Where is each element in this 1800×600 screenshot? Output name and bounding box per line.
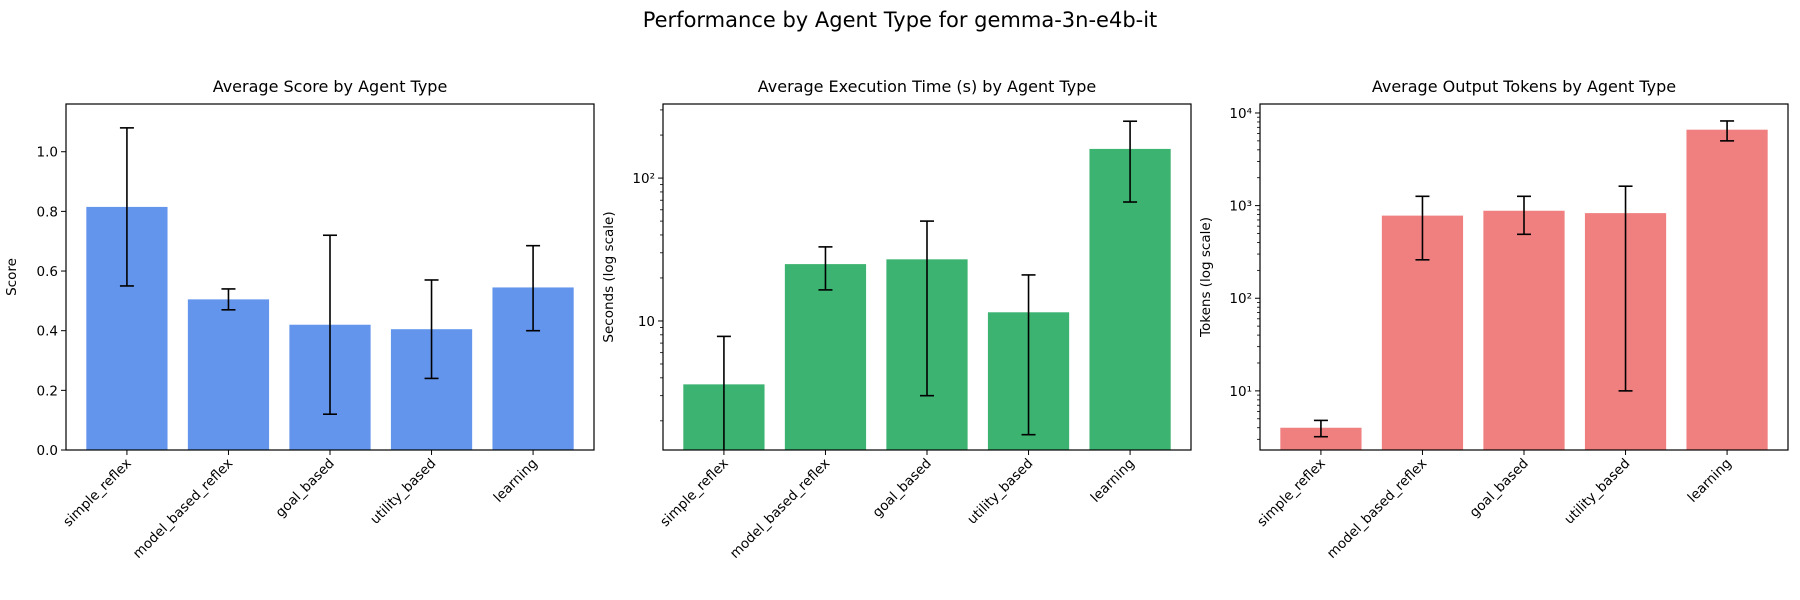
bar-model_based_reflex <box>187 299 270 450</box>
x-tick-label-learning: learning <box>1088 456 1138 506</box>
y-tick-label: 10² <box>632 171 655 187</box>
x-tick-label-simple_reflex: simple_reflex <box>60 456 135 531</box>
x-tick-label-model_based_reflex: model_based_reflex <box>727 456 833 562</box>
bar-learning <box>1686 129 1768 450</box>
x-tick-label-goal_based: goal_based <box>1467 456 1532 521</box>
x-tick-label-goal_based: goal_based <box>273 456 338 521</box>
x-tick-label-goal_based: goal_based <box>870 456 935 521</box>
y-tick-label: 10⁴ <box>1229 106 1252 122</box>
y-tick-label: 1.0 <box>37 145 58 161</box>
y-tick-label: 10 <box>638 314 655 330</box>
x-tick-label-utility_based: utility_based <box>964 456 1036 528</box>
bar-goal_based <box>1483 210 1565 450</box>
y-tick-label: 0.2 <box>37 383 58 399</box>
y-axis-label: Score <box>4 258 20 296</box>
x-tick-label-utility_based: utility_based <box>367 456 439 528</box>
y-axis-label: Tokens (log scale) <box>1198 217 1214 338</box>
x-tick-label-simple_reflex: simple_reflex <box>1254 456 1329 531</box>
y-tick-label: 10² <box>1229 291 1252 307</box>
y-tick-label: 10¹ <box>1229 384 1252 400</box>
bar-simple_reflex <box>1280 427 1362 450</box>
x-tick-label-learning: learning <box>491 456 541 506</box>
y-axis-label: Seconds (log scale) <box>601 211 617 342</box>
x-tick-label-simple_reflex: simple_reflex <box>657 456 732 531</box>
x-tick-label-model_based_reflex: model_based_reflex <box>1324 456 1430 562</box>
chart-panel-3: 10¹ 10² 10³ 10⁴ simple_reflexmodel_based_ref… <box>1198 77 1789 562</box>
chart-panel-1: 0.0 0.2 0.4 0.6 0.8 1.0 simple_reflexmodel_bas… <box>4 77 595 562</box>
figure-title: Performance by Agent Type for gemma-3n-e… <box>642 8 1158 32</box>
chart-title: Average Score by Agent Type <box>213 77 448 96</box>
x-tick-label-learning: learning <box>1685 456 1735 506</box>
chart-title: Average Output Tokens by Agent Type <box>1372 77 1676 96</box>
chart-title: Average Execution Time (s) by Agent Type <box>758 77 1096 96</box>
x-tick-label-utility_based: utility_based <box>1561 456 1633 528</box>
y-tick-label: 0.6 <box>37 264 58 280</box>
y-tick-label: 0.4 <box>37 324 58 340</box>
y-tick-label: 0.0 <box>37 443 58 459</box>
y-tick-label: 0.8 <box>37 204 58 220</box>
y-tick-label: 10³ <box>1229 199 1252 215</box>
bar-model_based_reflex <box>784 264 867 450</box>
x-tick-label-model_based_reflex: model_based_reflex <box>130 456 236 562</box>
